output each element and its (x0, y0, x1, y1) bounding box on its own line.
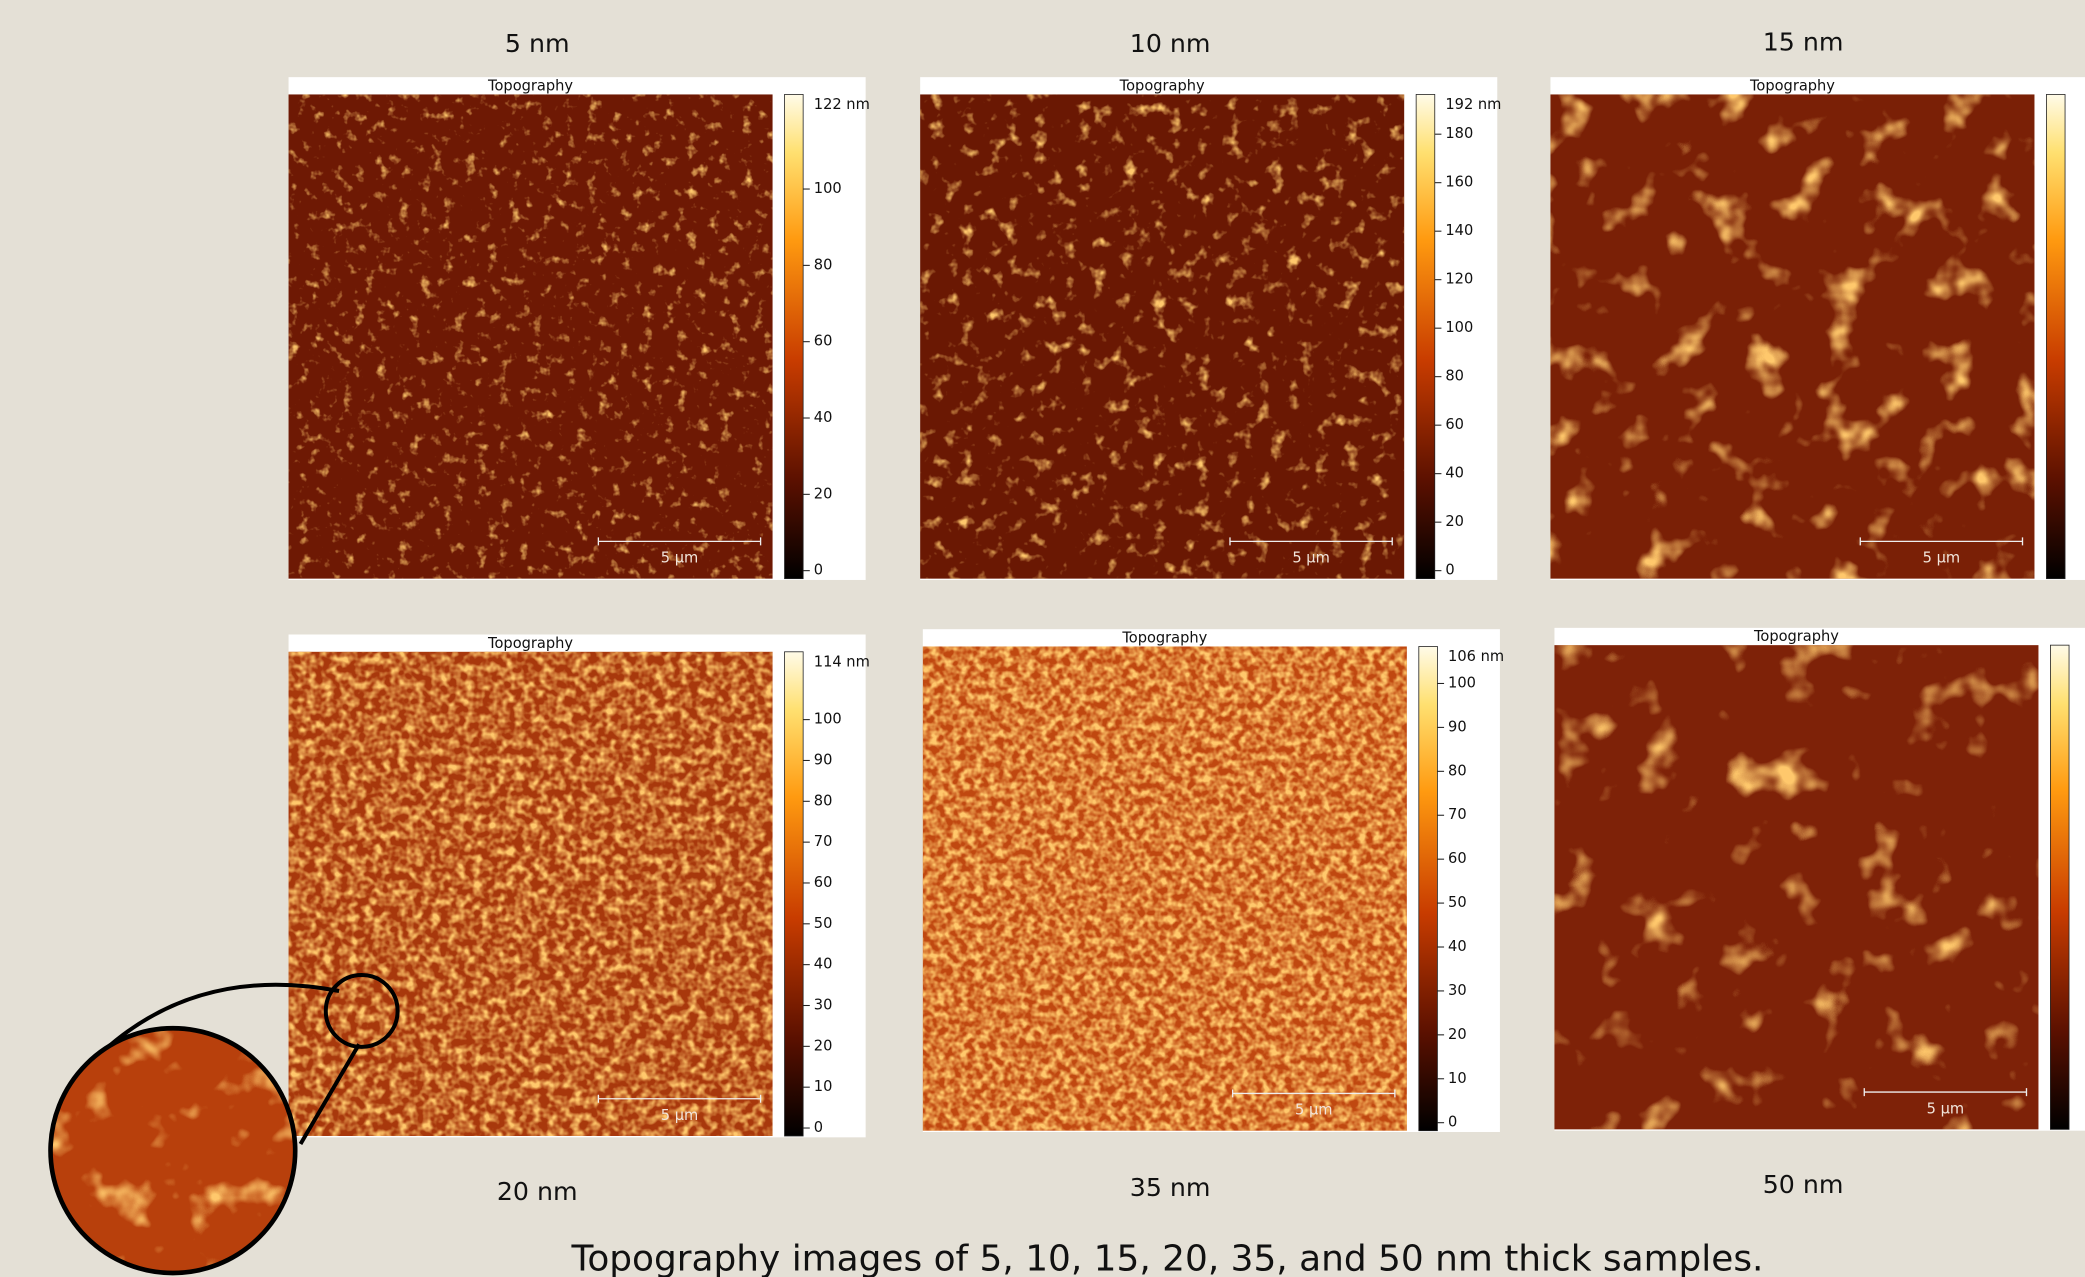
colorbar-tick-label: 80 (1445, 368, 1464, 385)
colorbar-tick-label: 100 (814, 711, 842, 728)
colorbar-tick-label: 20 (1445, 513, 1464, 530)
scale-bar (1229, 537, 1393, 546)
zoom-texture (50, 1028, 296, 1274)
thickness-label: 10 nm (1130, 29, 1211, 58)
colorbar-tick-label: 60 (1448, 850, 1467, 867)
colorbar-tick-label: 0 (1448, 1114, 1457, 1131)
thickness-label: 15 nm (1763, 28, 1844, 57)
panel-title: Topography (487, 77, 573, 94)
scale-bar-label: 5 µm (661, 550, 698, 567)
zoom-content (50, 1028, 296, 1274)
scale-bar (1231, 1089, 1396, 1098)
colorbar-tick-label: 30 (1448, 982, 1467, 999)
colorbar-tick-label: 60 (814, 874, 833, 891)
colorbar (1418, 646, 1438, 1132)
colorbar-tick-label: 60 (1445, 416, 1464, 433)
colorbar-tick-label: 40 (814, 409, 833, 426)
colorbar-max: 122 nm (814, 96, 870, 113)
panel-title: Topography (1121, 629, 1207, 646)
colorbar-tick-label: 20 (814, 485, 833, 502)
colorbar-tick-label: 50 (1448, 894, 1467, 911)
colorbar (1415, 94, 1436, 580)
topography-texture (288, 651, 773, 1136)
colorbar-tick-label: 50 (814, 915, 833, 932)
colorbar (2050, 644, 2070, 1130)
colorbar-tick-label: 70 (1448, 806, 1467, 823)
afm-panel: Topography 5 µm 122 nm 100 80 60 40 20 0 5 nm (288, 29, 870, 580)
colorbar-max: 114 nm (814, 653, 870, 670)
zoom-connector (102, 982, 361, 1145)
colorbar (2046, 94, 2066, 580)
topography-texture (1550, 94, 2035, 579)
colorbar-tick-label: 80 (1448, 762, 1467, 779)
panel-title: Topography (1753, 628, 1839, 645)
colorbar-tick-label: 10 (1448, 1070, 1467, 1087)
thickness-label: 35 nm (1130, 1173, 1211, 1202)
colorbar-tick-label: 40 (814, 956, 833, 973)
scale-bar (597, 537, 762, 546)
colorbar-tick-label: 180 (1445, 125, 1473, 142)
scale-bar-label: 5 µm (661, 1107, 698, 1124)
colorbar-tick-label: 40 (1445, 465, 1464, 482)
topography-texture (1554, 645, 2039, 1130)
thickness-label: 20 nm (497, 1177, 578, 1206)
colorbar (784, 94, 804, 580)
colorbar-tick-label: 40 (1448, 938, 1467, 955)
afm-panel: Topography 5 µm 50 nm (1554, 627, 2085, 1199)
scale-bar (597, 1094, 762, 1103)
scale-bar-label: 5 µm (1292, 550, 1329, 567)
colorbar-tick-label: 120 (1445, 271, 1473, 288)
colorbar-tick-label: 20 (1448, 1026, 1467, 1043)
colorbar-tick-label: 0 (814, 562, 823, 579)
scale-bar (1859, 537, 2024, 546)
panel-title: Topography (487, 635, 573, 652)
afm-panel: Topography 5 µm 192 nm 180 160 140 120 100 80 60 4… (920, 29, 1501, 580)
colorbar-tick-label: 10 (814, 1078, 833, 1095)
topography-texture (920, 94, 1405, 579)
colorbar-tick-label: 100 (1448, 674, 1476, 691)
thickness-label: 50 nm (1763, 1170, 1844, 1199)
colorbar-tick-label: 140 (1445, 222, 1473, 239)
panel-title: Topography (1749, 77, 1835, 94)
afm-panel: Topography 5 µm 15 nm (1550, 28, 2085, 580)
colorbar-tick-label: 90 (1448, 718, 1467, 735)
topography-texture (922, 646, 1407, 1131)
colorbar-tick-label: 0 (814, 1119, 823, 1136)
zoom-inset (48, 973, 400, 1276)
thickness-label: 5 nm (505, 29, 570, 58)
colorbar-tick-label: 160 (1445, 174, 1473, 191)
colorbar-tick-label: 70 (814, 833, 833, 850)
colorbar-tick-label: 100 (1445, 319, 1473, 336)
colorbar-tick-label: 0 (1445, 562, 1454, 579)
scale-bar-label: 5 µm (1927, 1100, 1964, 1117)
colorbar-tick-label: 80 (814, 792, 833, 809)
zoom-outline (48, 1025, 298, 1276)
colorbar-tick-label: 100 (814, 180, 842, 197)
zoom-source (323, 973, 400, 1049)
colorbar-tick-label: 80 (814, 256, 833, 273)
scale-bar (1863, 1088, 2028, 1097)
scale-bar-label: 5 µm (1923, 550, 1960, 567)
panel-title: Topography (1119, 77, 1205, 94)
colorbar (784, 651, 804, 1137)
topography-texture (288, 94, 773, 579)
colorbar-tick-label: 90 (814, 751, 833, 768)
colorbar-tick-label: 20 (814, 1037, 833, 1054)
colorbar-tick-label: 60 (814, 333, 833, 350)
scale-bar-label: 5 µm (1295, 1102, 1332, 1119)
colorbar-max: 106 nm (1448, 648, 1504, 665)
colorbar-max: 192 nm (1445, 96, 1501, 113)
caption: Topography images of 5, 10, 15, 20, 35, … (571, 1238, 1764, 1277)
colorbar-tick-label: 30 (814, 996, 833, 1013)
